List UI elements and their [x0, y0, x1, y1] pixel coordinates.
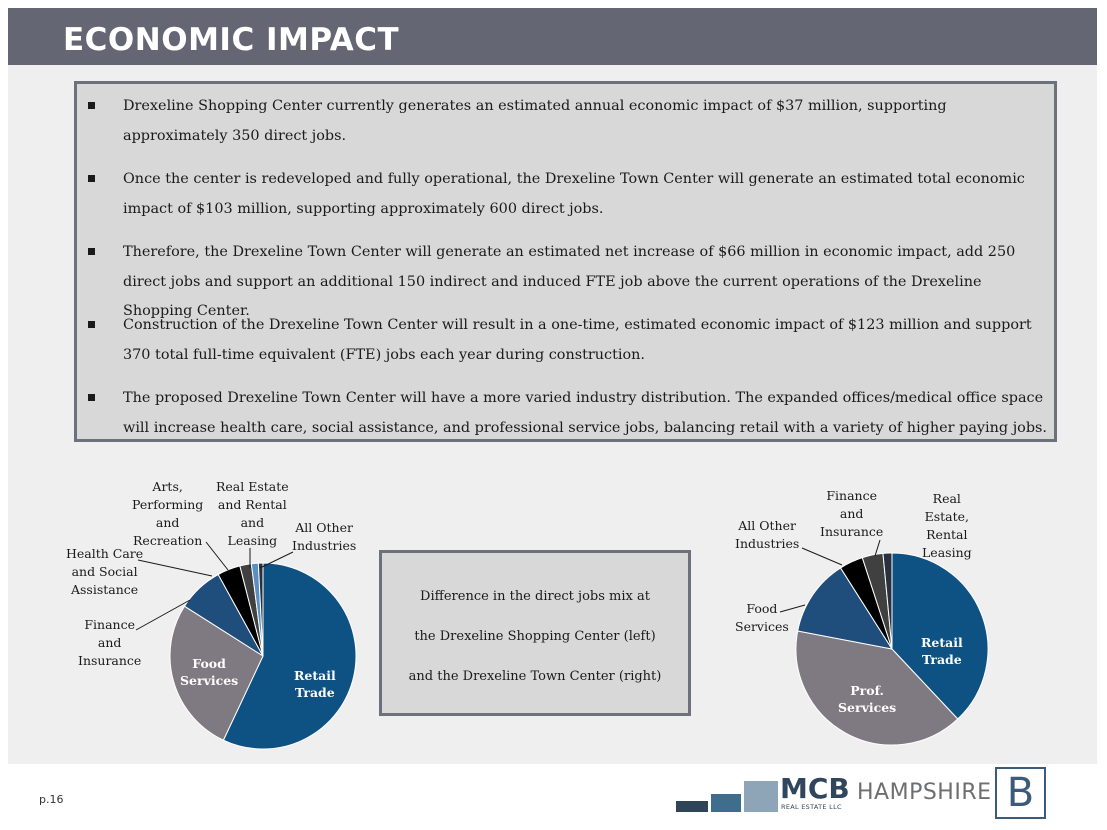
leader-line-arts [205, 541, 229, 571]
pie-slice-food-services [797, 567, 894, 650]
page-number: p.16 [39, 793, 64, 806]
pie-slice-retail-trade [891, 552, 989, 720]
mcb-logo-text: MCB [780, 772, 850, 805]
pie-chart-town-center [795, 552, 989, 746]
bullet-square-icon [88, 248, 95, 255]
pie-slice-food-services [169, 605, 264, 741]
mcb-logo-subtext: REAL ESTATE LLC [781, 803, 842, 811]
pie-label-all-other: All Other Industries [292, 520, 357, 553]
page-title: ECONOMIC IMPACT [63, 22, 400, 58]
comparison-note-box: Difference in the direct jobs mix at the… [379, 550, 691, 716]
pie-label-retail: Retail Trade [294, 668, 336, 700]
leader-line-finance-right [874, 539, 881, 557]
leader-line-finance [135, 599, 191, 631]
leader-line-all-other [259, 551, 294, 569]
header-bar: ECONOMIC IMPACT [8, 8, 1097, 65]
comparison-note-line: Difference in the direct jobs mix at [420, 589, 650, 604]
pie-label-retail-right: Retail Trade [921, 635, 963, 667]
pie-label-finance-right: Finance and Insurance [820, 488, 884, 539]
bullet-text: Once the center is redeveloped and fully… [123, 171, 1025, 217]
pie-label-food-right: Food Services [735, 601, 789, 634]
hampshire-logo: HAMPSHIRE [857, 780, 992, 805]
bullet-text: The proposed Drexeline Town Center will … [123, 390, 1047, 436]
leader-line-health [137, 559, 213, 577]
bullet-text: Therefore, the Drexeline Town Center wil… [123, 244, 1016, 319]
b-logo: B [995, 767, 1046, 819]
leader-lines [135, 539, 881, 631]
pie-label-prof-right: Prof. Services [838, 683, 897, 715]
pie-label-food: Food Services [180, 656, 239, 688]
pie-chart-shopping-center [169, 562, 357, 750]
mcb-logo-bars [676, 781, 778, 812]
bullet-square-icon [88, 102, 95, 109]
bullet-square-icon [88, 321, 95, 328]
pie-slice-real-estate-rental-leasing [882, 552, 893, 650]
bullet-text: Construction of the Drexeline Town Cente… [123, 317, 1032, 363]
comparison-note-line: and the Drexeline Town Center (right) [408, 669, 662, 684]
pie-label-health: Health Care and Social Assistance [66, 546, 144, 597]
leader-line-food-right [779, 604, 806, 613]
bullet-square-icon [88, 175, 95, 182]
leader-line-all-other-right [801, 547, 843, 566]
bullet-text: Drexeline Shopping Center currently gene… [123, 98, 947, 144]
pie-label-finance: Finance and Insurance [78, 617, 142, 668]
pie-label-arts: Arts, Performing and Recreation [132, 479, 204, 548]
bullet-box: Drexeline Shopping Center currently gene… [74, 81, 1057, 442]
pie-label-all-other-right: All Other Industries [735, 518, 800, 551]
bullet-square-icon [88, 394, 95, 401]
comparison-note-line: the Drexeline Shopping Center (left) [414, 629, 656, 644]
pie-slice-prof-services [795, 630, 959, 746]
pie-slice-retail-trade [222, 562, 357, 750]
pie-slice-all-other-industries [257, 562, 264, 657]
pie-label-real-estate-right: Real Estate, Rental Leasing [922, 491, 972, 560]
pie-label-real-estate: Real Estate and Rental and Leasing [216, 479, 289, 548]
